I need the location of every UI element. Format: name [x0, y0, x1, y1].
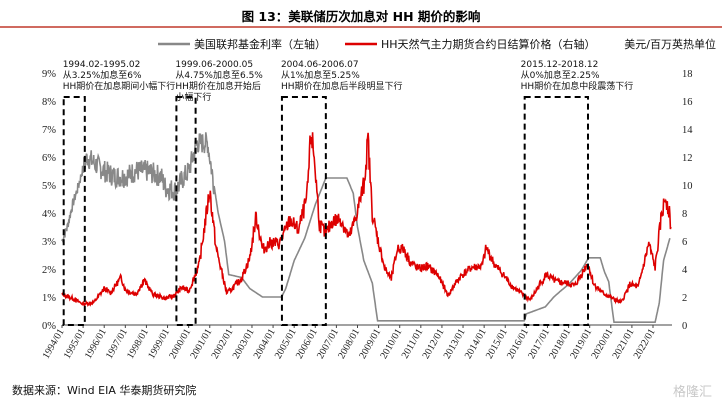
- annotation-text: 2015.12-2018.12: [521, 60, 599, 70]
- annotation-text: 1999.06-2000.05: [175, 60, 253, 70]
- left-tick-label: 0%: [42, 321, 56, 332]
- series-hh-price: [61, 132, 672, 308]
- right-tick-label: 16: [682, 97, 693, 108]
- annotation-text: 从0%加息至2.25%: [521, 69, 600, 81]
- right-tick-label: 4: [682, 265, 688, 276]
- watermark: 格隆汇: [672, 385, 712, 400]
- annotation-text: 从1%加息至5.25%: [281, 69, 360, 81]
- legend-label-fed-funds: 美国联邦基金利率（左轴）: [194, 37, 326, 51]
- left-tick-label: 4%: [42, 209, 56, 220]
- left-tick-label: 2%: [42, 265, 56, 276]
- left-tick-label: 8%: [42, 97, 56, 108]
- left-tick-label: 6%: [42, 153, 56, 164]
- left-tick-label: 3%: [42, 237, 56, 248]
- right-axis-unit: 美元/百万英热单位: [624, 37, 716, 51]
- right-tick-label: 2: [682, 293, 687, 304]
- chart: 0%1%2%3%4%5%6%7%8%9%0246810121416181994/…: [0, 26, 722, 361]
- right-tick-label: 8: [682, 209, 687, 220]
- annotation-box: [280, 96, 327, 326]
- annotation-text: HH期价在加息开始后: [175, 80, 261, 92]
- left-tick-label: 9%: [42, 69, 56, 80]
- title-bar: 图 13：美联储历次加息对 HH 期价的影响: [0, 0, 722, 27]
- right-tick-label: 6: [682, 237, 687, 248]
- annotation-text: 小幅下行: [175, 91, 211, 103]
- annotation-text: HH期价在加息期间小幅下行: [63, 80, 176, 92]
- annotation-box: [175, 96, 197, 326]
- chart-title: 图 13：美联储历次加息对 HH 期价的影响: [241, 9, 481, 24]
- annotation-box: [523, 96, 589, 326]
- source-note: 数据来源：Wind EIA 华泰期货研究院: [12, 384, 197, 397]
- annotation-text: 2004.06-2006.07: [281, 60, 359, 70]
- annotation-text: 1994.02-1995.02: [63, 60, 141, 70]
- annotation-text: HH期价在加息后半段明显下行: [281, 80, 403, 92]
- legend-label-hh: HH天然气主力期货合约日结算价格（右轴）: [381, 37, 596, 51]
- left-tick-label: 1%: [42, 293, 56, 304]
- right-tick-label: 10: [682, 181, 693, 192]
- annotation-text: HH期价在加息中段震荡下行: [521, 80, 634, 92]
- left-tick-label: 7%: [42, 125, 56, 136]
- left-tick-label: 5%: [42, 181, 56, 192]
- annotation-box: [62, 96, 86, 326]
- annotation-text: 从4.75%加息至6.5%: [175, 69, 263, 81]
- right-tick-label: 0: [682, 321, 687, 332]
- right-tick-label: 14: [682, 125, 693, 136]
- right-tick-label: 12: [682, 153, 693, 164]
- annotation-text: 从3.25%加息至6%: [63, 69, 142, 81]
- right-tick-label: 18: [682, 69, 693, 80]
